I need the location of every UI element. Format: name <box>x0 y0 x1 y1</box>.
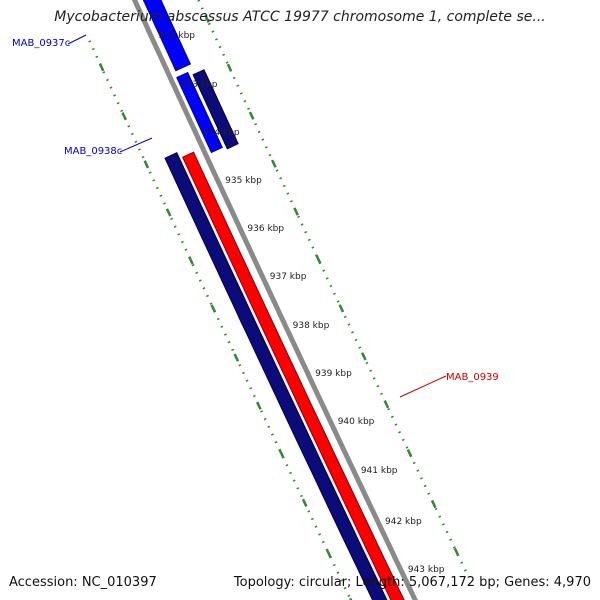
tick-label: 932 kbp <box>158 31 195 41</box>
tick-label: 935 kbp <box>225 176 262 186</box>
tick-label: 939 kbp <box>315 369 352 379</box>
gene-MAB_0937c[interactable] <box>137 0 192 72</box>
outer-ruler-major-tick <box>301 498 308 507</box>
gene-label-MAB_0937c[interactable]: MAB_0937c <box>12 38 70 49</box>
ruler-major-tick <box>383 400 390 409</box>
gene-label-leader <box>67 34 87 45</box>
outer-ruler-major-tick <box>188 256 194 265</box>
outer-ruler-major-tick <box>233 353 240 362</box>
outer-ruler-major-tick <box>121 112 127 121</box>
outer-ruler-major-tick <box>278 449 285 458</box>
tick-label: 938 kbp <box>293 321 330 331</box>
ruler-major-tick <box>430 499 437 509</box>
ruler-major-tick <box>338 304 345 313</box>
gene-labels[interactable]: MAB_0937c MAB_0938c MAB_0939 <box>12 34 499 398</box>
tick-label: 941 kbp <box>361 466 398 476</box>
tick-label: 933 kbp <box>181 80 218 90</box>
ruler-major-tick <box>360 352 367 361</box>
ruler-major-tick <box>226 63 233 72</box>
ruler-major-tick <box>406 449 413 458</box>
outer-ruler-major-tick <box>165 208 172 217</box>
ruler-major-tick <box>453 547 460 557</box>
ruler-major-tick <box>248 111 255 120</box>
gene-label-leader <box>399 375 447 398</box>
accession-label: Accession: NC_010397 <box>9 575 157 590</box>
gene-label-MAB_0939[interactable]: MAB_0939 <box>446 372 499 383</box>
tick-labels: 932 kbp 933 kbp 934 kbp 935 kbp 936 kbp 937 k… <box>158 31 444 575</box>
summary-label: Topology: circular; Length: 5,067,172 bp… <box>233 575 591 590</box>
tick-label: 940 kbp <box>338 417 375 427</box>
ruler-major-tick <box>204 14 210 23</box>
tick-label: 943 kbp <box>408 565 445 575</box>
gene-MAB_0939-reverse[interactable] <box>164 152 397 600</box>
inner-ruler <box>196 0 468 574</box>
gene-track[interactable] <box>137 0 411 600</box>
outer-ruler-minor-ticks <box>88 40 353 600</box>
map-title: Mycobacterium abscessus ATCC 19977 chrom… <box>54 9 546 25</box>
outer-ruler-major-tick <box>210 304 217 313</box>
tick-label: 936 kbp <box>247 224 284 234</box>
gene-MAB_0938c[interactable] <box>192 69 239 150</box>
chromosome-backbone <box>131 0 418 600</box>
backbone-arc <box>131 0 418 600</box>
ruler-major-tick <box>271 159 277 168</box>
outer-ruler-major-tick <box>256 401 262 410</box>
gene-label-leader <box>119 137 153 153</box>
outer-ruler-major-tick <box>98 63 105 72</box>
gene-MAB_0939-forward[interactable] <box>182 151 411 600</box>
tick-label: 934 kbp <box>203 128 240 138</box>
tick-label: 942 kbp <box>385 517 422 527</box>
outer-ruler-major-tick <box>326 549 332 559</box>
tick-label: 937 kbp <box>270 272 307 282</box>
outer-ruler-major-tick <box>143 160 150 169</box>
ruler-major-tick <box>315 255 322 264</box>
ruler-major-tick <box>293 207 299 216</box>
outer-ruler <box>88 40 353 600</box>
gene-MAB_0938c-highlight[interactable] <box>176 71 223 154</box>
gene-label-MAB_0938c[interactable]: MAB_0938c <box>64 146 122 157</box>
